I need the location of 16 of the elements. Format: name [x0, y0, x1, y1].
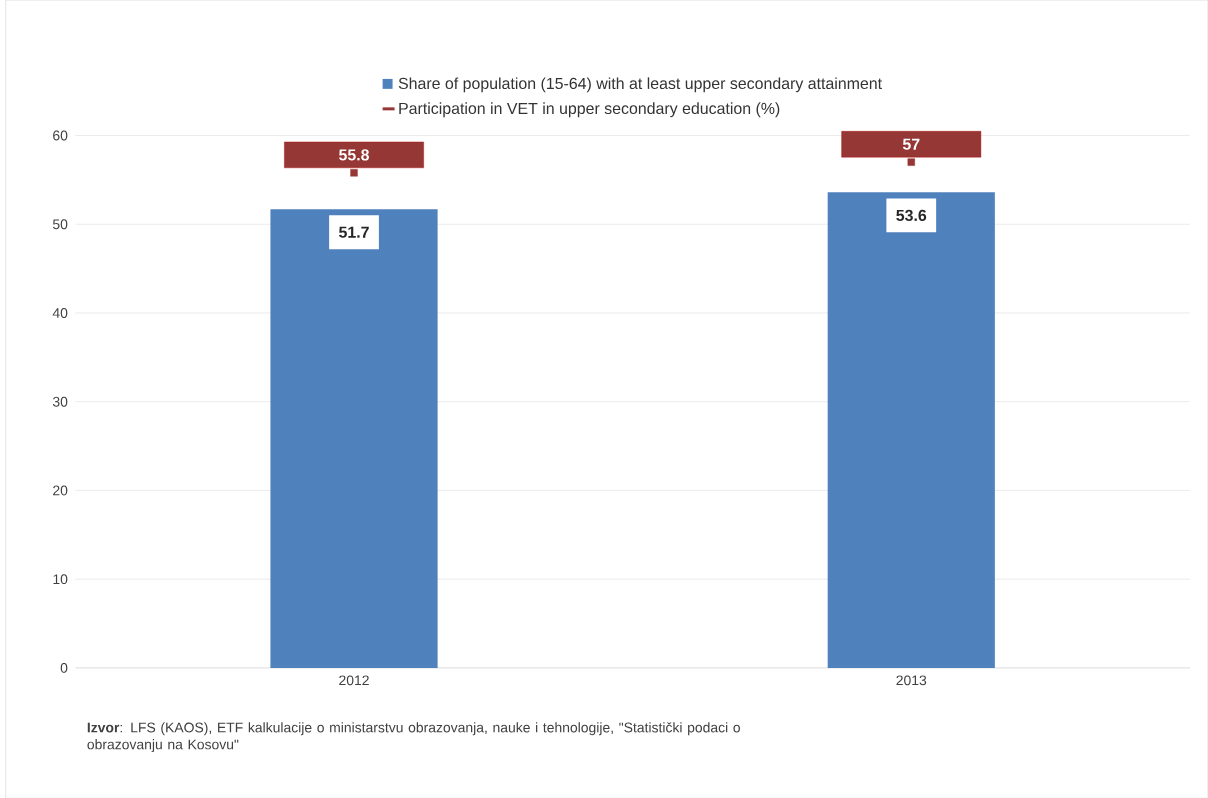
y-tick-label: 40 [52, 307, 68, 318]
y-tick-label: 30 [52, 396, 68, 407]
x-tick-label: 2012 [339, 675, 369, 686]
legend-label: Participation in VET in upper secondary education (%) [399, 102, 780, 117]
y-tick-label: 0 [60, 662, 68, 673]
data-label: 57 [902, 138, 920, 150]
y-tick-label: 20 [53, 485, 68, 496]
data-label: 51.7 [339, 226, 369, 238]
y-tick-label: 50 [52, 219, 68, 229]
legend-label: Share of population (15-64) with at least upper secondary attainment [398, 77, 882, 92]
y-tick-label: 60 [53, 130, 68, 141]
x-tick-label: 2013 [896, 675, 927, 686]
data-label: 55.8 [339, 149, 370, 161]
text: Izvor: LFS (KAOS), ETF kalkulacije o ministarstvu obrazovanja, nauke i tehnologije, "Statistički podaci o obrazovanju na Kosovu" [87, 721, 740, 752]
data-label: 53.6 [896, 209, 927, 221]
y-tick-label: 10 [53, 574, 68, 584]
